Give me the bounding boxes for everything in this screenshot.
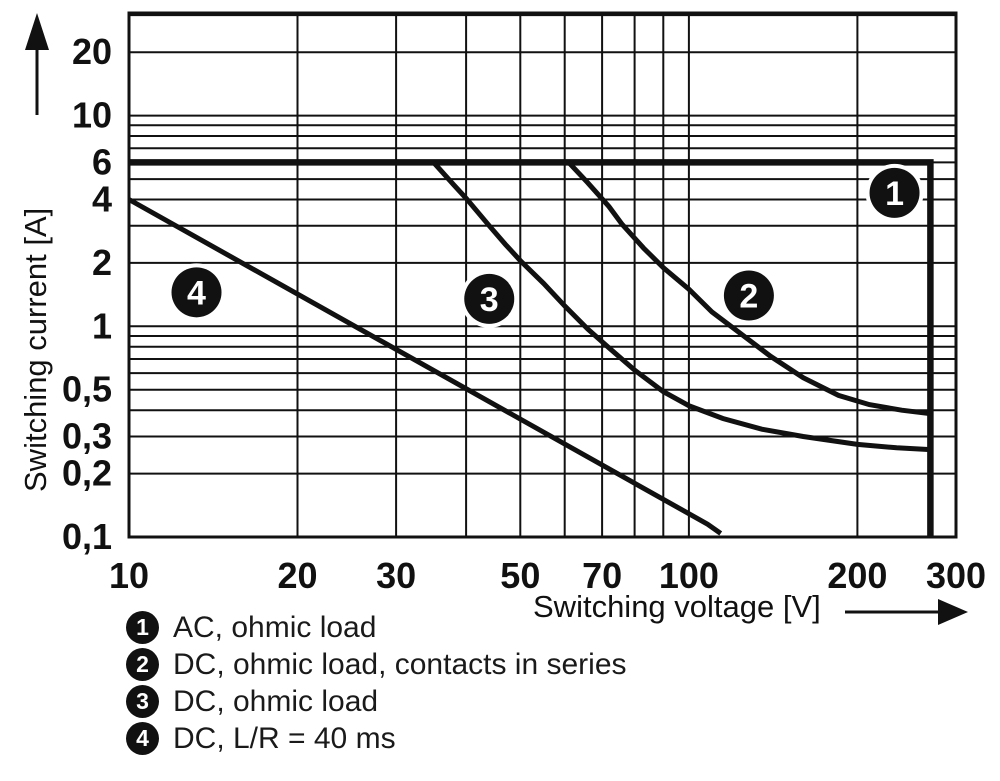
legend-badge-4-icon: 4 [126, 722, 159, 755]
curve-1 [129, 159, 934, 537]
legend-item: 4 DC, L/R = 40 ms [126, 722, 627, 755]
x-tick-label: 70 [582, 555, 622, 596]
legend-item: 3 DC, ohmic load [126, 685, 627, 718]
x-tick-label: 10 [109, 555, 149, 596]
legend-badge-1-icon: 1 [126, 611, 159, 644]
y-axis-arrow-icon [25, 13, 49, 115]
legend-item: 1 AC, ohmic load [126, 611, 627, 644]
x-tick-label: 30 [376, 555, 416, 596]
x-axis-arrow-icon [845, 599, 968, 625]
legend-badge-number: 1 [136, 614, 149, 640]
y-tick-label: 20 [72, 31, 112, 72]
legend-badge-number: 4 [136, 725, 149, 751]
legend-badge-3-icon: 3 [126, 685, 159, 718]
curve-2 [566, 160, 931, 417]
curve-badge-3-icon: 3 [460, 269, 519, 328]
y-tick-label: 6 [92, 141, 112, 182]
x-tick-label: 100 [659, 555, 719, 596]
curve-4 [127, 197, 723, 536]
y-tick-label: 2 [92, 242, 112, 283]
legend-label: DC, ohmic load, contacts in series [173, 648, 627, 681]
y-axis-title: Switching current [A] [18, 208, 53, 492]
x-tick-label: 20 [278, 555, 318, 596]
legend-label: AC, ohmic load [173, 611, 377, 644]
x-tick-label: 300 [926, 555, 986, 596]
legend-badge-2-icon: 2 [126, 648, 159, 681]
curve-badge-4-icon: 4 [167, 263, 226, 322]
legend-item: 2 DC, ohmic load, contacts in series [126, 648, 627, 681]
legend-label: DC, ohmic load [173, 685, 379, 718]
legend-badge-number: 3 [136, 688, 149, 714]
curve-badge-2-icon: 2 [719, 266, 778, 325]
badge-number: 2 [739, 278, 758, 316]
y-tick-label: 1 [92, 305, 112, 346]
y-tick-label: 4 [92, 178, 112, 219]
y-tick-label: 10 [72, 95, 112, 136]
y-tick-label: 0,3 [62, 415, 112, 456]
legend-badge-number: 2 [136, 651, 149, 677]
y-tick-label: 0,5 [62, 369, 112, 410]
y-tick-label: 0,2 [62, 453, 112, 494]
plot-border [127, 11, 958, 539]
badge-number: 3 [480, 281, 499, 319]
badge-number: 1 [885, 175, 904, 213]
plot-grid [128, 13, 957, 538]
curve-3 [431, 160, 931, 453]
legend-label: DC, L/R = 40 ms [173, 722, 396, 755]
badge-number: 4 [187, 274, 206, 312]
x-tick-label: 200 [827, 555, 887, 596]
curve-badge-1-icon: 1 [865, 163, 924, 222]
x-axis-title: Switching voltage [V] [533, 589, 821, 624]
legend: 1 AC, ohmic load 2 DC, ohmic load, conta… [126, 611, 627, 759]
y-tick-label: 0,1 [62, 516, 112, 557]
x-tick-label: 50 [500, 555, 540, 596]
